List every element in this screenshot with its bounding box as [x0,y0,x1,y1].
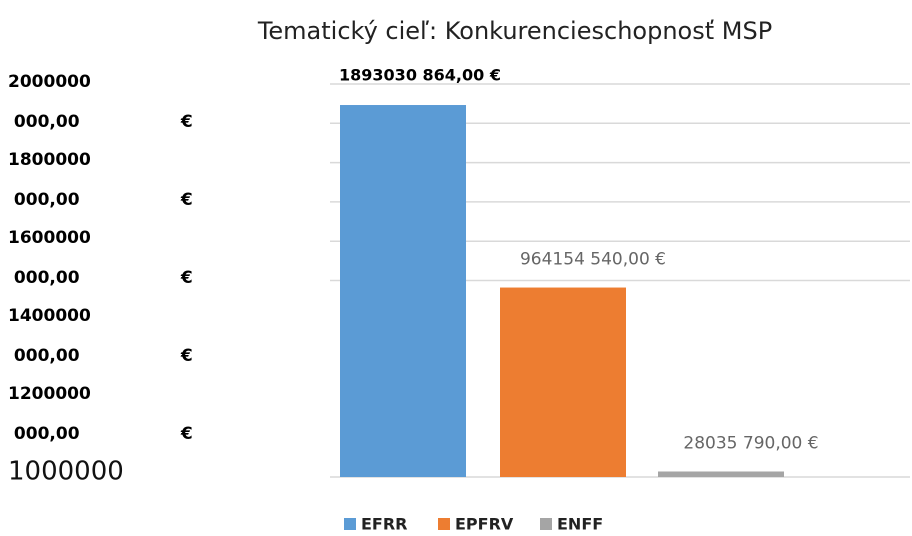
legend-label: ENFF [557,515,603,534]
y-tick-label: 1000000 [8,457,124,487]
data-label: 28035 790,00 € [683,433,818,453]
legend-label: EPFRV [455,515,514,534]
y-tick-label: 1800000 000,00 € [8,150,193,210]
chart-title: Tematický cieľ: Konkurencieschopnosť MSP [257,17,772,45]
bar [500,287,626,477]
y-tick-label: 1400000 000,00 € [8,306,193,366]
y-tick-label: 1600000 000,00 € [8,228,193,288]
legend-swatch [540,518,552,530]
legend-swatch [344,518,356,530]
y-tick-label: 1200000 000,00 € [8,384,193,444]
y-tick-label: 2000000 000,00 € [8,72,193,132]
bar [658,471,784,477]
bar [340,105,466,477]
data-label: 964154 540,00 € [520,250,666,270]
data-label: 1893030 864,00 € [339,66,501,85]
legend-swatch [438,518,450,530]
legend-label: EFRR [361,515,408,534]
